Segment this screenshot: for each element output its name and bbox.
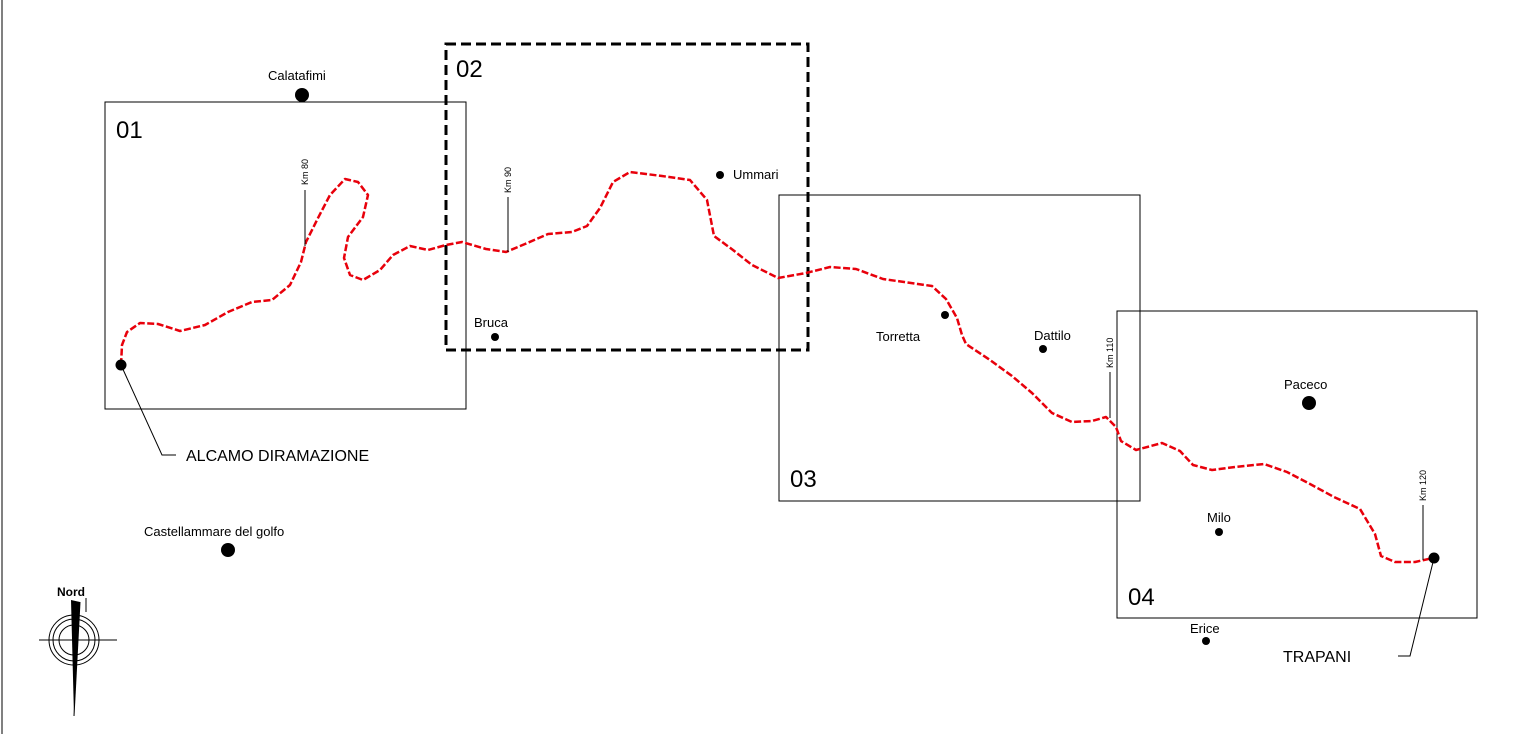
north-arrow-icon: Nord (39, 585, 117, 717)
town-milo[interactable]: Milo (1207, 510, 1231, 536)
km-90-marker: Km 90 (503, 167, 513, 252)
town-torretta-label: Torretta (876, 329, 921, 344)
endpoint-alcamo-label: ALCAMO DIRAMAZIONE (186, 448, 369, 465)
panel-04-box[interactable] (1116, 310, 1478, 619)
town-calatafimi-label: Calatafimi (268, 68, 326, 83)
km-80-marker: Km 80 (300, 159, 310, 246)
endpoint-trapani-label: TRAPANI (1283, 649, 1351, 666)
town-torretta[interactable]: Torretta (876, 311, 949, 344)
town-castellammare-label: Castellammare del golfo (144, 524, 284, 539)
panel-04-number: 04 (1128, 584, 1155, 611)
km-80-label: Km 80 (300, 159, 310, 185)
town-bruca-label: Bruca (474, 315, 509, 330)
town-erice-label: Erice (1190, 621, 1220, 636)
town-ummari[interactable]: Ummari (716, 167, 779, 182)
town-ummari-label: Ummari (733, 167, 779, 182)
endpoint-trapani[interactable]: TRAPANI (1283, 552, 1440, 667)
km-120-label: Km 120 (1418, 470, 1428, 501)
town-dattilo-label: Dattilo (1034, 328, 1071, 343)
compass-label: Nord (57, 585, 85, 599)
km-120-marker: Km 120 (1418, 470, 1428, 560)
panel-02-number: 02 (456, 56, 483, 83)
km-90-label: Km 90 (503, 167, 513, 193)
km-110-label: Km 110 (1105, 338, 1115, 368)
panel-01-box[interactable] (104, 101, 467, 410)
panel-01-number: 01 (116, 117, 143, 144)
town-erice[interactable]: Erice (1190, 621, 1220, 645)
town-milo-label: Milo (1207, 510, 1231, 525)
endpoint-alcamo[interactable]: ALCAMO DIRAMAZIONE (115, 359, 370, 466)
km-110-marker: Km 110 (1105, 338, 1115, 418)
town-dattilo[interactable]: Dattilo (1034, 328, 1071, 353)
railway-route-line[interactable] (119, 170, 1434, 564)
panel-02-box[interactable] (444, 42, 810, 352)
town-bruca[interactable]: Bruca (474, 315, 509, 341)
town-paceco[interactable]: Paceco (1284, 377, 1327, 410)
panel-03-number: 03 (790, 466, 817, 493)
town-paceco-label: Paceco (1284, 377, 1327, 392)
town-calatafimi[interactable]: Calatafimi (268, 68, 326, 102)
town-castellammare[interactable]: Castellammare del golfo (144, 524, 284, 557)
panel-03-box[interactable] (778, 194, 1141, 502)
